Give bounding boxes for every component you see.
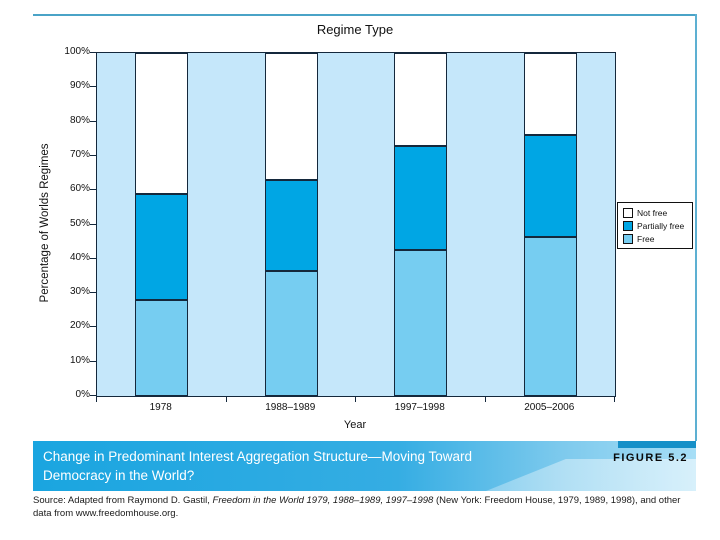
figure-caption-band: Change in Predominant Interest Aggregati… [33, 441, 696, 491]
plot-area [96, 52, 616, 397]
x-tick-mark [355, 397, 356, 402]
legend-item-free: Free [623, 234, 688, 244]
y-tick-label: 50% [69, 217, 90, 229]
bar-segment-partially-free [394, 145, 448, 251]
bar-segment-not-free [264, 53, 318, 180]
y-tick-label: 10% [69, 354, 90, 366]
x-tick-label: 1997–1998 [394, 402, 445, 413]
y-tick-label: 0% [75, 389, 90, 400]
legend-swatch-icon [623, 234, 633, 244]
bar-segment-free [523, 236, 577, 396]
bar-segment-partially-free [523, 135, 577, 237]
bar-segment-not-free [135, 53, 189, 194]
source-note: Source: Adapted from Raymond D. Gastil, … [33, 494, 697, 521]
x-tick-label: 1988–1989 [265, 402, 316, 413]
y-tick-mark [90, 257, 96, 259]
y-tick-mark [90, 395, 96, 396]
y-tick-mark [90, 360, 96, 362]
y-tick-label: 60% [69, 183, 90, 195]
top-rule [33, 14, 697, 16]
y-tick-label: 30% [69, 286, 90, 298]
y-tick-mark [90, 86, 96, 88]
y-tick-mark [90, 292, 96, 294]
bar-segment-free [394, 250, 448, 396]
y-tick-mark [90, 52, 96, 53]
stacked-bar-1997–1998 [394, 53, 448, 396]
bar-segment-free [135, 299, 189, 396]
bar-segment-partially-free [264, 179, 318, 271]
y-tick-label: 100% [64, 46, 90, 57]
legend-item-partially-free: Partially free [623, 221, 688, 231]
y-tick-mark [90, 120, 96, 122]
source-text: Source: Adapted from Raymond D. Gastil, [33, 495, 213, 506]
stacked-bar-1988–1989 [264, 53, 318, 396]
x-axis-title: Year [343, 419, 367, 431]
figure-number-label: FIGURE 5.2 [613, 452, 688, 464]
caption-top-strip [618, 441, 696, 448]
y-axis-title: Percentage of Worlds Regimes [39, 143, 51, 303]
legend-item-not-free: Not free [623, 208, 688, 218]
stacked-bar-2005–2006 [523, 53, 577, 396]
legend-label: Not free [637, 208, 668, 218]
chart-title: Regime Type [316, 22, 394, 37]
source-text-tail: (New York: Freedom House, 1979, 1989, 19… [33, 495, 681, 520]
y-tick-label: 90% [69, 80, 90, 92]
x-tick-mark [96, 397, 97, 402]
y-tick-label: 70% [69, 148, 90, 160]
legend-swatch-icon [623, 208, 633, 218]
y-tick-mark [90, 189, 96, 191]
caption-line-2: Democracy in the World? [43, 468, 195, 483]
y-tick-label: 40% [69, 251, 90, 263]
x-tick-label: 2005–2006 [524, 402, 575, 413]
caption-line-1: Change in Predominant Interest Aggregati… [43, 449, 472, 464]
bar-segment-not-free [394, 53, 448, 146]
legend-label: Partially free [637, 221, 685, 231]
x-tick-mark [614, 397, 615, 402]
y-tick-label: 80% [69, 114, 90, 126]
legend-label: Free [637, 234, 655, 244]
bar-segment-partially-free [135, 193, 189, 300]
y-tick-mark [90, 223, 96, 225]
y-tick-label: 20% [69, 320, 90, 332]
x-tick-mark [484, 397, 486, 402]
x-tick-mark [225, 397, 227, 402]
right-rule [695, 14, 697, 441]
stacked-bar-1978 [135, 53, 189, 396]
x-tick-label: 1978 [149, 402, 172, 413]
bar-segment-not-free [523, 53, 577, 136]
y-tick-mark [90, 326, 96, 328]
source-book-title: Freedom in the World 1979, 1988–1989, 19… [212, 495, 434, 506]
legend: Not free Partially free Free [617, 202, 693, 249]
figure-caption: Change in Predominant Interest Aggregati… [43, 447, 472, 485]
bar-segment-free [264, 270, 318, 396]
legend-swatch-icon [623, 221, 633, 231]
y-tick-mark [90, 154, 96, 156]
